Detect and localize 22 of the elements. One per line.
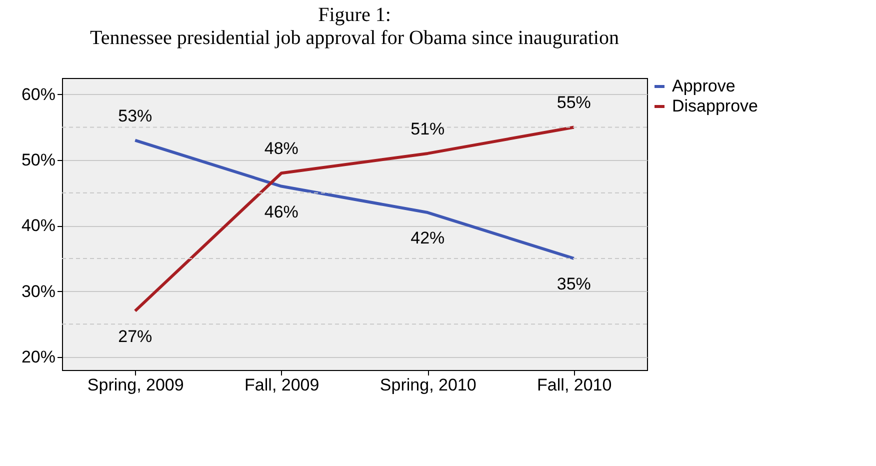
data-label: 51%	[410, 119, 445, 138]
y-tick-label: 60%	[21, 84, 56, 104]
chart-subtitle: Tennessee presidential job approval for Obama since inauguration	[90, 27, 619, 49]
legend-label: Disapprove	[672, 96, 758, 116]
legend-label: Approve	[672, 76, 736, 96]
x-tick-label: Fall, 2009	[244, 376, 320, 394]
data-label: 35%	[556, 274, 591, 294]
x-tick-label: Fall, 2010	[537, 376, 612, 394]
data-label: 55%	[556, 93, 591, 112]
y-tick-label: 30%	[21, 282, 56, 301]
data-label: 53%	[118, 106, 152, 126]
data-label: 48%	[264, 139, 298, 158]
data-label: 46%	[264, 202, 298, 222]
line-series	[134, 138, 576, 260]
data-label: 42%	[410, 228, 445, 248]
y-tick-label: 20%	[21, 347, 56, 366]
y-tick-label: 40%	[21, 216, 56, 236]
chart-title: Figure 1:	[318, 4, 391, 26]
x-tick-label: Spring, 2010	[380, 376, 476, 394]
data-label: 27%	[118, 326, 152, 346]
y-tick-label: 50%	[21, 150, 56, 170]
x-tick-label: Spring, 2009	[87, 376, 184, 394]
